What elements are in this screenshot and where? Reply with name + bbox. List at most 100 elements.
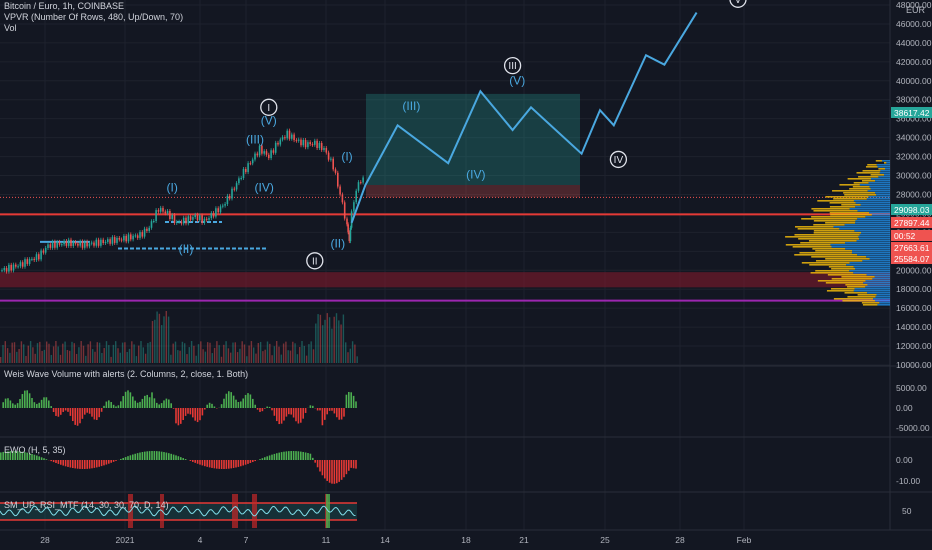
weis-bar <box>199 408 201 421</box>
ewo-bar <box>218 460 220 469</box>
ewo-bar <box>201 460 204 466</box>
candle-body <box>251 159 254 164</box>
ewo-bar <box>182 458 184 460</box>
vp-bar-up <box>862 304 878 306</box>
volume-bar <box>167 316 170 363</box>
vp-bar-down <box>855 222 890 224</box>
volume-bar <box>236 352 239 363</box>
ewo-bar <box>7 451 9 460</box>
ewo-bar <box>271 454 273 460</box>
ewo-bar <box>9 451 12 460</box>
vp-bar-up <box>811 208 850 210</box>
candle-body <box>180 221 183 224</box>
volume-bar <box>144 353 147 363</box>
wave-label: (II) <box>330 237 345 251</box>
candle-body <box>171 214 173 220</box>
rsi-legend[interactable]: SM_UP_RSI_MTF (14, 30, 30, 70, D, 14) <box>4 500 169 510</box>
weis-bar <box>300 408 302 423</box>
weis-bar <box>12 403 14 408</box>
volume-bar <box>158 313 161 363</box>
candle-body <box>291 134 293 139</box>
volume-bar <box>133 344 135 363</box>
time-tick-label: 14 <box>380 535 390 545</box>
volume-bar <box>264 349 266 363</box>
vp-bar-down <box>869 186 890 188</box>
candle-body <box>192 217 194 220</box>
price-tick-label: 36000.00 <box>896 114 932 124</box>
ewo-bar <box>208 460 211 468</box>
weis-bar <box>345 394 348 408</box>
candle-body <box>28 259 31 264</box>
volume-bar <box>62 343 64 363</box>
weis-tick-label: 5000.00 <box>896 383 927 393</box>
vp-bar-up <box>794 234 860 236</box>
vp-bar-up <box>830 214 872 216</box>
weis-bar <box>211 403 213 408</box>
ewo-bar <box>45 459 48 460</box>
ewo-bar <box>132 454 134 460</box>
ewo-bar <box>33 454 36 460</box>
ewo-bar <box>220 460 223 469</box>
wave-projection[interactable] <box>350 12 698 224</box>
candle-body <box>219 206 222 213</box>
candle-body <box>97 239 100 246</box>
candle-body <box>72 242 75 246</box>
vp-bar-up <box>794 226 834 228</box>
volume-bar <box>170 354 172 363</box>
vpvr-legend[interactable]: VPVR (Number Of Rows, 480, Up/Down, 70) <box>4 12 184 22</box>
vp-bar-up <box>811 256 867 258</box>
volume-bar <box>315 323 317 363</box>
circle-wave-badge <box>260 98 278 116</box>
weis-bar <box>96 408 98 420</box>
weis-bar <box>67 408 69 412</box>
volume-bar <box>39 341 41 363</box>
weis-bar <box>201 408 204 416</box>
weis-wave-legend[interactable]: Weis Wave Volume with alerts (2. Columns… <box>4 369 249 379</box>
candle-body <box>217 208 219 213</box>
vp-bar-down <box>879 172 890 174</box>
candle-body <box>162 207 164 212</box>
weis-bar <box>156 402 158 408</box>
candle-body <box>316 140 318 148</box>
vp-bar-up <box>865 166 878 168</box>
volume-bar <box>78 347 80 363</box>
rsi-signal <box>232 494 238 528</box>
weis-bar <box>64 408 67 411</box>
price-tick-label: 32000.00 <box>896 152 932 162</box>
weis-bar <box>355 401 357 408</box>
weis-bar <box>141 398 144 408</box>
rsi-signal <box>252 494 257 528</box>
candle-body <box>42 250 45 253</box>
vp-bar-up <box>792 246 832 248</box>
volume-bar <box>220 356 223 363</box>
weis-bar <box>139 401 141 408</box>
candle-body <box>268 154 270 159</box>
weis-bar <box>129 392 132 408</box>
candle-body <box>258 145 261 156</box>
ewo-bar <box>304 452 307 460</box>
ewo-legend[interactable]: EWO (H, 5, 35) <box>4 445 66 455</box>
symbol-legend[interactable]: Bitcoin / Euro, 1h, COINBASE <box>4 1 125 11</box>
weis-bar <box>60 408 62 415</box>
price-tick-label: 18000.00 <box>896 284 932 294</box>
ewo-bar <box>28 453 31 460</box>
weis-bar <box>86 408 88 413</box>
volume-bar <box>126 351 128 363</box>
weis-bar <box>297 408 300 424</box>
ewo-bar <box>352 460 355 469</box>
price-tick-label: 40000.00 <box>896 76 932 86</box>
volume-bar <box>331 328 333 363</box>
candle-body <box>173 214 176 223</box>
weis-bar <box>242 398 244 408</box>
candle-body <box>360 182 362 184</box>
price-axis[interactable]: 48000.00 46000.00 44000.00 42000.00 40000.00… <box>891 0 932 370</box>
ewo-bar <box>235 460 237 468</box>
vol-legend[interactable]: Vol <box>4 23 17 33</box>
volume-bar <box>66 349 69 363</box>
vp-bar-up <box>808 240 857 242</box>
candle-body <box>235 183 238 190</box>
weis-bar <box>62 408 64 412</box>
time-axis[interactable]: 28 2021 4 7 11 14 18 21 25 28 Feb <box>40 535 751 545</box>
candle-body <box>208 218 210 220</box>
